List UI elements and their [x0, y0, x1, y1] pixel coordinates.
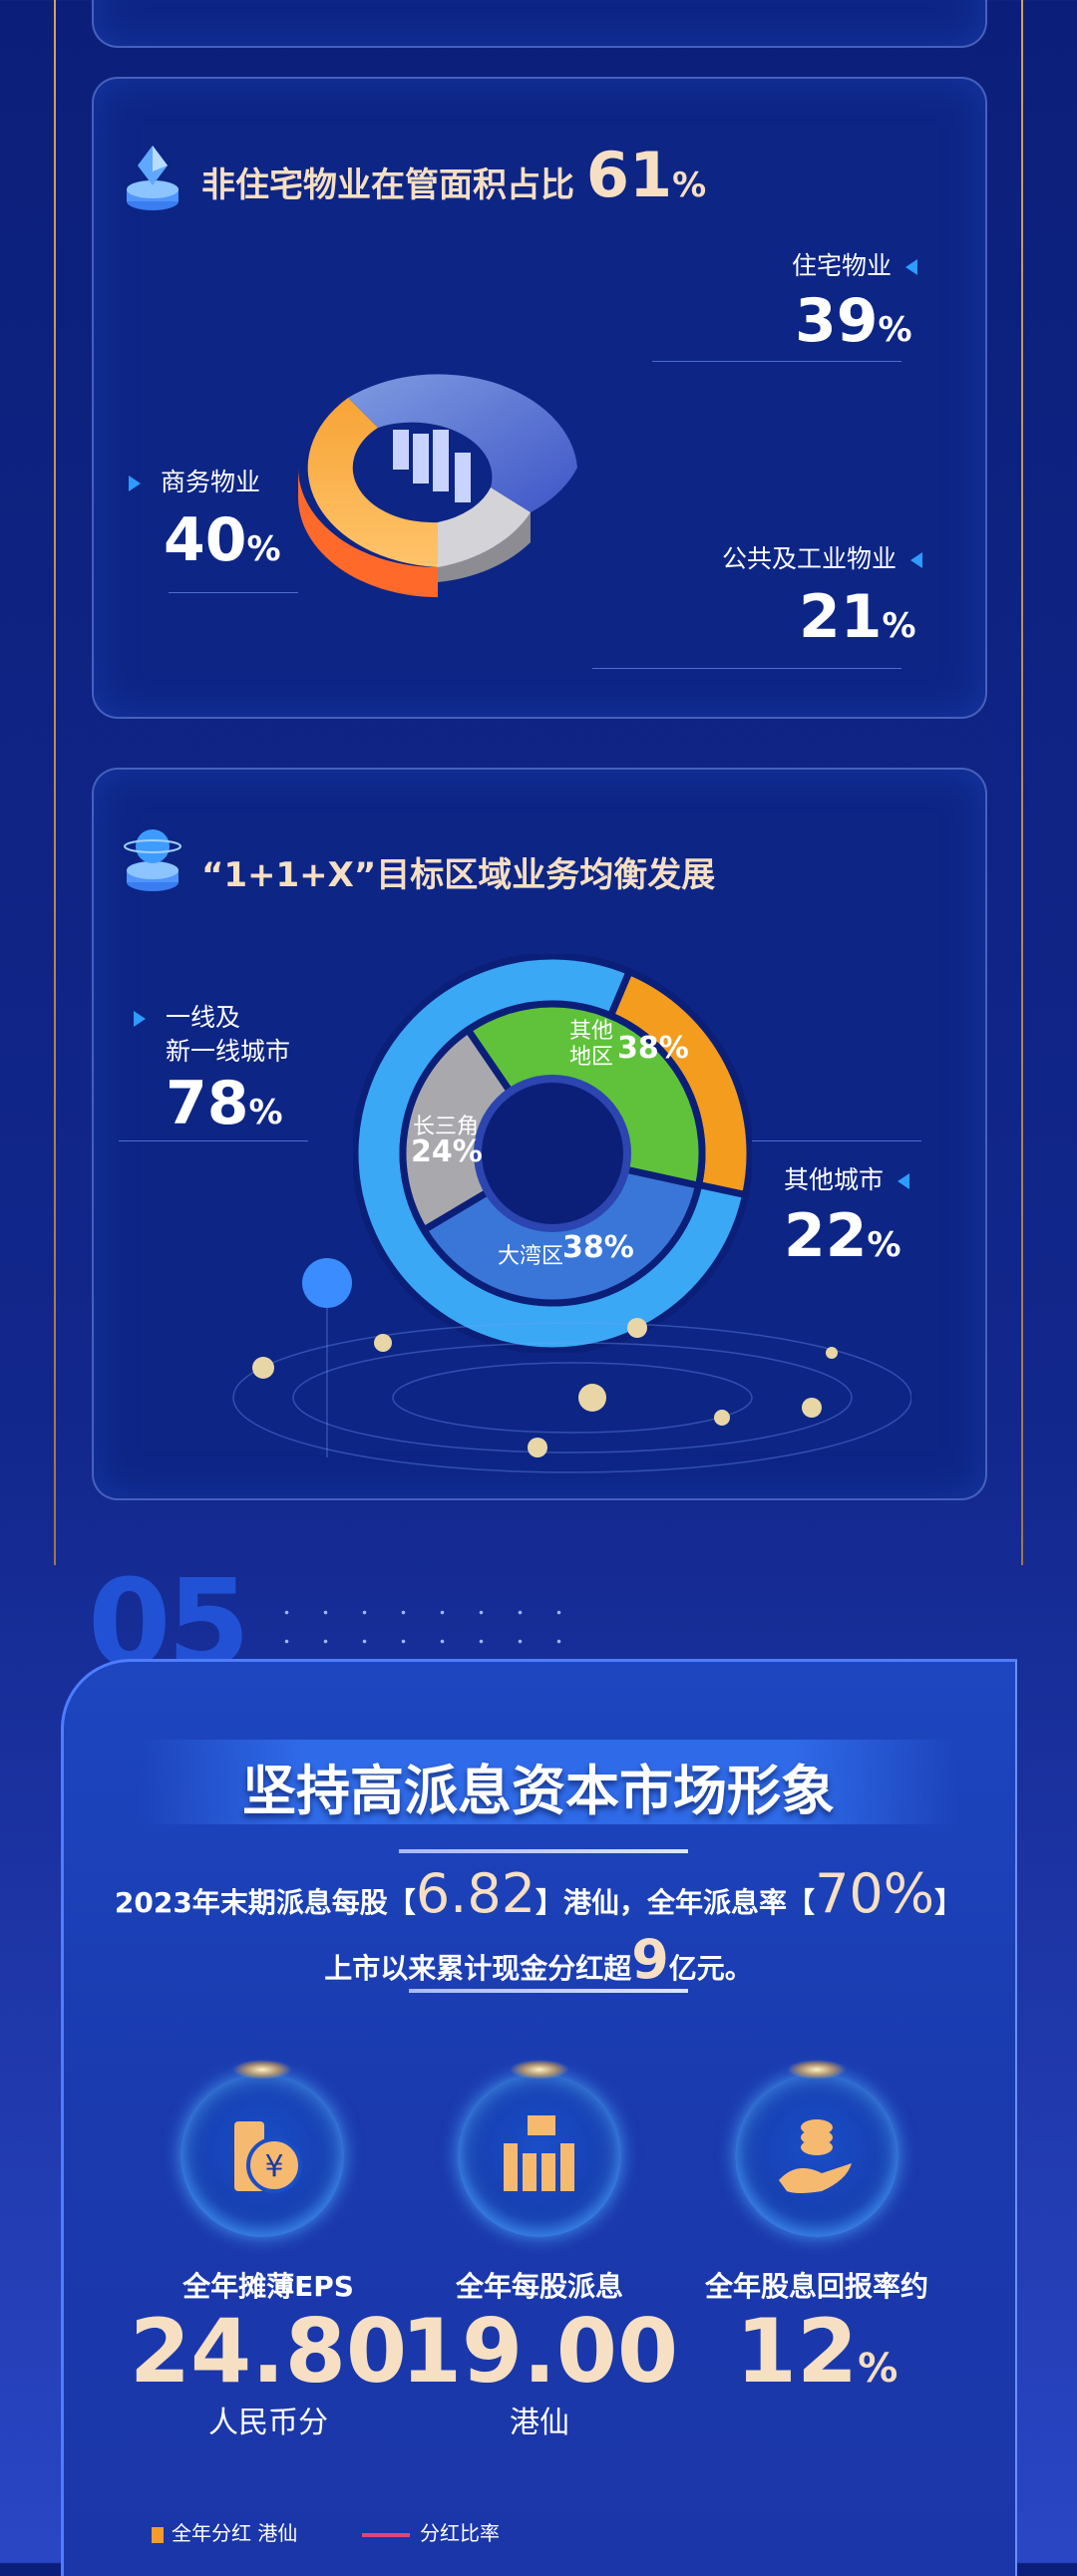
- value-yangtze-delta: 24%: [411, 1134, 483, 1169]
- building-icon: [393, 430, 471, 502]
- money-bar-chart-icon: [504, 2115, 574, 2191]
- legend-swatch: [152, 2526, 164, 2543]
- svg-text:¥: ¥: [264, 2149, 283, 2184]
- hand-coins-icon: [779, 2119, 852, 2193]
- dps-orb: [458, 2060, 621, 2237]
- label-commercial: 商务物业: [129, 463, 260, 498]
- dividend-description-line1: 2023年末期派息每股【6.82】港仙，全年派息率【70%】: [114, 1862, 963, 1925]
- label-other-regions: 其他 地区: [569, 1019, 614, 1070]
- gold-edge-left: [54, 0, 56, 1565]
- value-tier1-cities: 78%: [166, 1069, 283, 1138]
- kpi-value-yield: 12%: [735, 2300, 898, 2403]
- previous-card: [92, 0, 987, 48]
- value-other-regions: 38%: [617, 1031, 689, 1066]
- segment-residential: [348, 374, 577, 512]
- title-band: [140, 1740, 957, 1824]
- label-tier1-cities: 一线及 新一线城市: [134, 1001, 290, 1069]
- divider: [409, 1989, 688, 1993]
- label-residential: 住宅物业: [792, 246, 918, 282]
- value-residential: 39%: [795, 286, 912, 356]
- diamond-pedestal-icon: [127, 146, 179, 210]
- label-greater-bay-area: 大湾区: [498, 1244, 564, 1269]
- kpi-value-dps: 19.00: [400, 2300, 679, 2403]
- region-balance-card: “1+1+X”目标区域业务均衡发展 其他 地区 38% 长三角 24% 大湾区 3…: [92, 768, 987, 1500]
- nested-donut-chart: [353, 954, 752, 1353]
- segment-public: [438, 487, 531, 567]
- kpi-label-eps: 全年摊薄EPS: [182, 2270, 354, 2303]
- card-title: 非住宅物业在管面积占比 61%: [201, 139, 707, 211]
- legend-dividend: 全年分红 港仙: [152, 2517, 297, 2546]
- globe-pedestal-icon: [124, 829, 181, 891]
- kpi-label-dps: 全年每股派息: [455, 2270, 623, 2303]
- card-title: “1+1+X”目标区域业务均衡发展: [201, 855, 716, 895]
- segment-commercial-side: [298, 468, 438, 597]
- kpi-value-eps: 24.80: [129, 2300, 408, 2403]
- kpi-label-yield: 全年股息回报率约: [704, 2270, 928, 2303]
- label-public-industrial: 公共及工业物业: [722, 539, 923, 575]
- kpi-unit-dps: 港仙: [510, 2406, 569, 2440]
- 3d-donut-chart: [298, 374, 577, 597]
- kpi-unit-eps: 人民币分: [208, 2406, 328, 2440]
- segment-commercial: [307, 398, 438, 567]
- eps-orb: ¥: [180, 2060, 344, 2237]
- value-public-industrial: 21%: [799, 582, 916, 652]
- orbit-decoration: [232, 1258, 911, 1473]
- label-yangtze-delta: 长三角: [413, 1115, 480, 1139]
- value-other-cities: 22%: [784, 1201, 901, 1271]
- non-residential-area-card: 非住宅物业在管面积占比 61% 住宅物业 39% 商务物业 40% 公共及工业物…: [92, 77, 987, 719]
- label-other-cities: 其他城市: [784, 1160, 910, 1196]
- yield-orb: [735, 2060, 898, 2237]
- value-commercial: 40%: [164, 505, 281, 575]
- gold-edge-right: [1021, 0, 1023, 1565]
- dividend-description-line2: 上市以来累计现金分红超9亿元。: [324, 1928, 753, 1991]
- divider: [399, 1849, 688, 1853]
- dots-decoration: [267, 1598, 566, 1658]
- yen-coins-icon: ¥: [234, 2121, 302, 2193]
- value-greater-bay-area: 38%: [562, 1230, 634, 1265]
- legend-payout-ratio: 分红比率: [362, 2517, 500, 2546]
- section-title: 坚持高派息资本市场形象: [242, 1760, 835, 1822]
- legend-line: [362, 2532, 410, 2537]
